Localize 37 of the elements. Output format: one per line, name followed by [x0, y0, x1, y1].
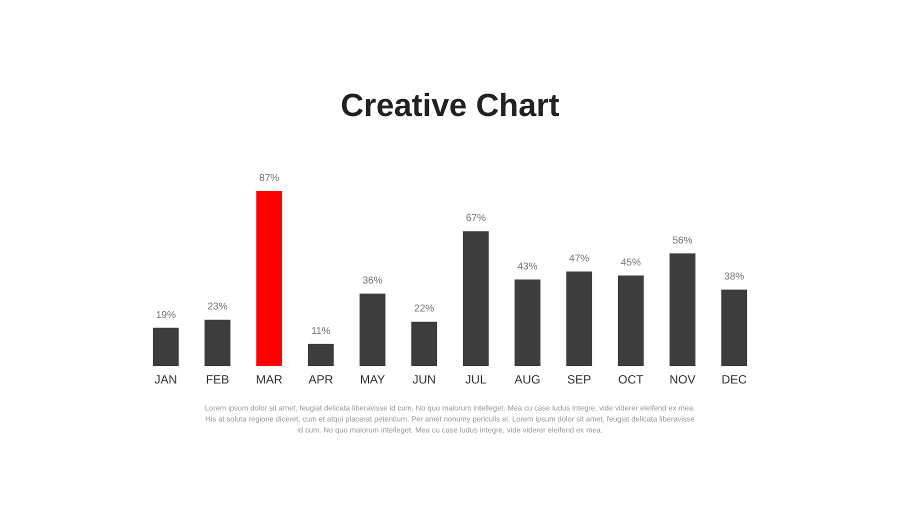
bar	[308, 344, 334, 366]
bar	[256, 191, 282, 366]
x-tick-label: AUG	[514, 372, 541, 386]
x-tick-label: JUN	[412, 372, 436, 386]
x-tick-label: SEP	[567, 372, 592, 386]
data-label: 87%	[259, 173, 280, 184]
bar	[566, 271, 592, 366]
x-tick-label: DEC	[721, 372, 748, 386]
bar	[721, 290, 748, 366]
data-label: 23%	[207, 302, 228, 313]
data-label: 22%	[414, 304, 434, 315]
bar	[411, 322, 438, 366]
data-label: 47%	[569, 253, 590, 264]
data-label: 67%	[466, 213, 486, 224]
bar	[204, 320, 230, 366]
x-tick-label: NOV	[669, 372, 696, 386]
x-tick-label: JAN	[154, 372, 178, 386]
chart-title: Creative Chart	[340, 87, 560, 123]
x-tick-label: FEB	[206, 372, 230, 386]
x-tick-label: APR	[308, 372, 334, 386]
data-label: 43%	[517, 262, 538, 273]
x-tick-label: OCT	[618, 372, 644, 386]
bar	[152, 328, 179, 366]
x-tick-label: JUL	[465, 372, 487, 386]
x-tick-label: MAY	[360, 372, 386, 386]
bar	[514, 280, 540, 366]
bar	[360, 294, 386, 366]
data-label: 38%	[724, 272, 744, 283]
data-label: 11%	[311, 326, 331, 337]
bar	[618, 275, 644, 366]
bar	[462, 231, 489, 366]
data-label: 19%	[156, 310, 176, 321]
data-label: 45%	[620, 257, 641, 268]
data-label: 56%	[672, 235, 693, 246]
x-tick-label: MAR	[256, 372, 283, 386]
data-label: 36%	[362, 276, 383, 287]
bar	[670, 253, 696, 366]
